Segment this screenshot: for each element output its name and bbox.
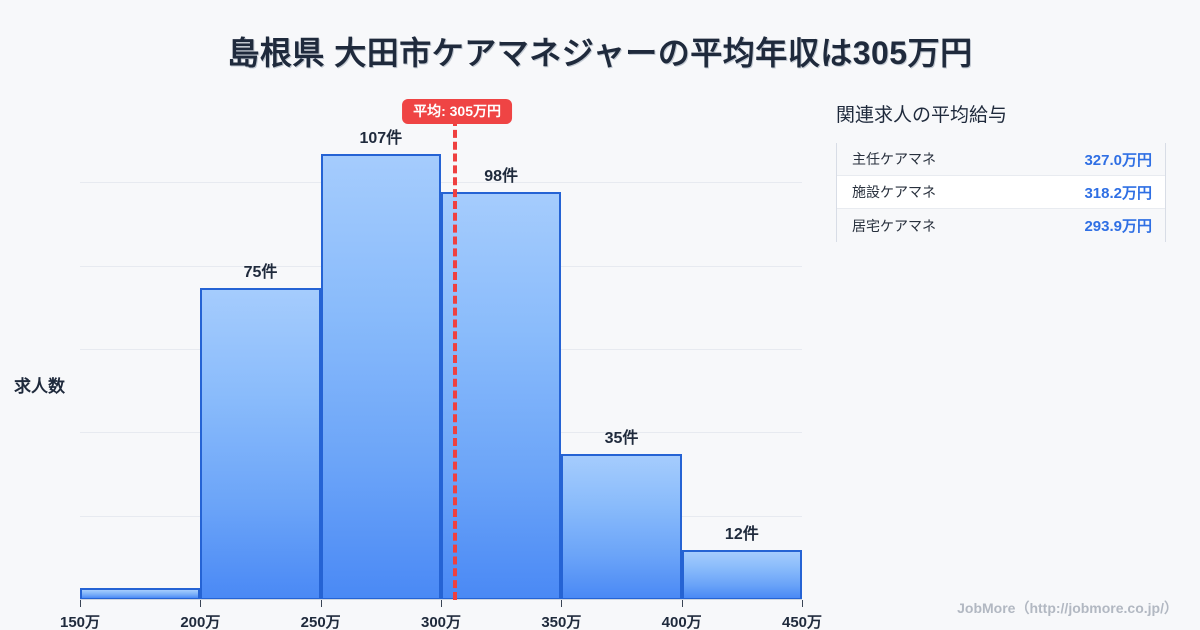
bar-value-label: 107件 [359,130,403,148]
tick-mark [681,600,683,607]
bar-value-label: 35件 [604,430,639,448]
x-axis-line [80,599,802,600]
bar [681,550,802,600]
bar [200,287,321,600]
bar-value-label: 12件 [724,526,759,543]
tick-mark [320,600,322,607]
salary-row-name: 居宅ケアマネ [852,217,936,234]
related-salary-panel: 関連求人の平均給与 主任ケアマネ 327.0万円施設ケアマネ 318.2万円居宅ケア… [836,100,1166,242]
x-tick-label: 300万 [420,614,462,630]
page-title: 島根県 大田市ケアマネジャーの平均年収は305万円 [227,35,973,71]
bar [441,191,562,600]
side-panel-title: 関連求人の平均給与 [836,105,1008,126]
y-axis-title: 求人数 [14,377,65,396]
salary-row-value: 318.2万円 [1084,184,1152,202]
tick-mark [80,600,81,607]
salary-table: 主任ケアマネ 327.0万円施設ケアマネ 318.2万円居宅ケアマネ 293.9万円 [836,143,1166,242]
x-tick-label: 450万 [781,614,823,630]
x-tick-label: 400万 [661,614,702,630]
tick-mark [802,600,803,607]
average-line: 平均: 305万円 [402,99,512,600]
x-tick-label: 200万 [180,614,221,630]
table-row: 主任ケアマネ 327.0万円 [837,143,1165,176]
tick-mark [561,600,563,607]
table-row: 居宅ケアマネ 293.9万円 [837,209,1165,242]
table-row: 施設ケアマネ 318.2万円 [837,176,1165,209]
salary-row-name: 主任ケアマネ [852,151,936,167]
x-tick-label: 150万 [59,614,101,630]
x-tick-label: 350万 [541,614,582,630]
tick-mark [200,600,202,607]
x-tick-label: 250万 [300,614,341,630]
salary-row-name: 施設ケアマネ [852,184,936,200]
footer-watermark: JobMore（http://jobmore.co.jp/） [957,600,1178,616]
bar [320,154,441,600]
salary-row-value: 293.9万円 [1084,218,1152,235]
tick-mark [441,600,442,607]
bar [561,454,682,600]
gridline [80,182,802,184]
bar-value-label: 75件 [243,263,278,281]
histogram-chart: 求人数 75件 107件 98件 35件 12件 150万 200万 250万 300万 350… [0,90,822,630]
average-badge: 平均: 305万円 [402,99,512,124]
bar-value-label: 98件 [484,167,519,185]
salary-row-value: 327.0万円 [1084,151,1152,169]
plot-area: 75件 107件 98件 35件 12件 150万 200万 250万 300万 350万 400… [60,99,822,630]
